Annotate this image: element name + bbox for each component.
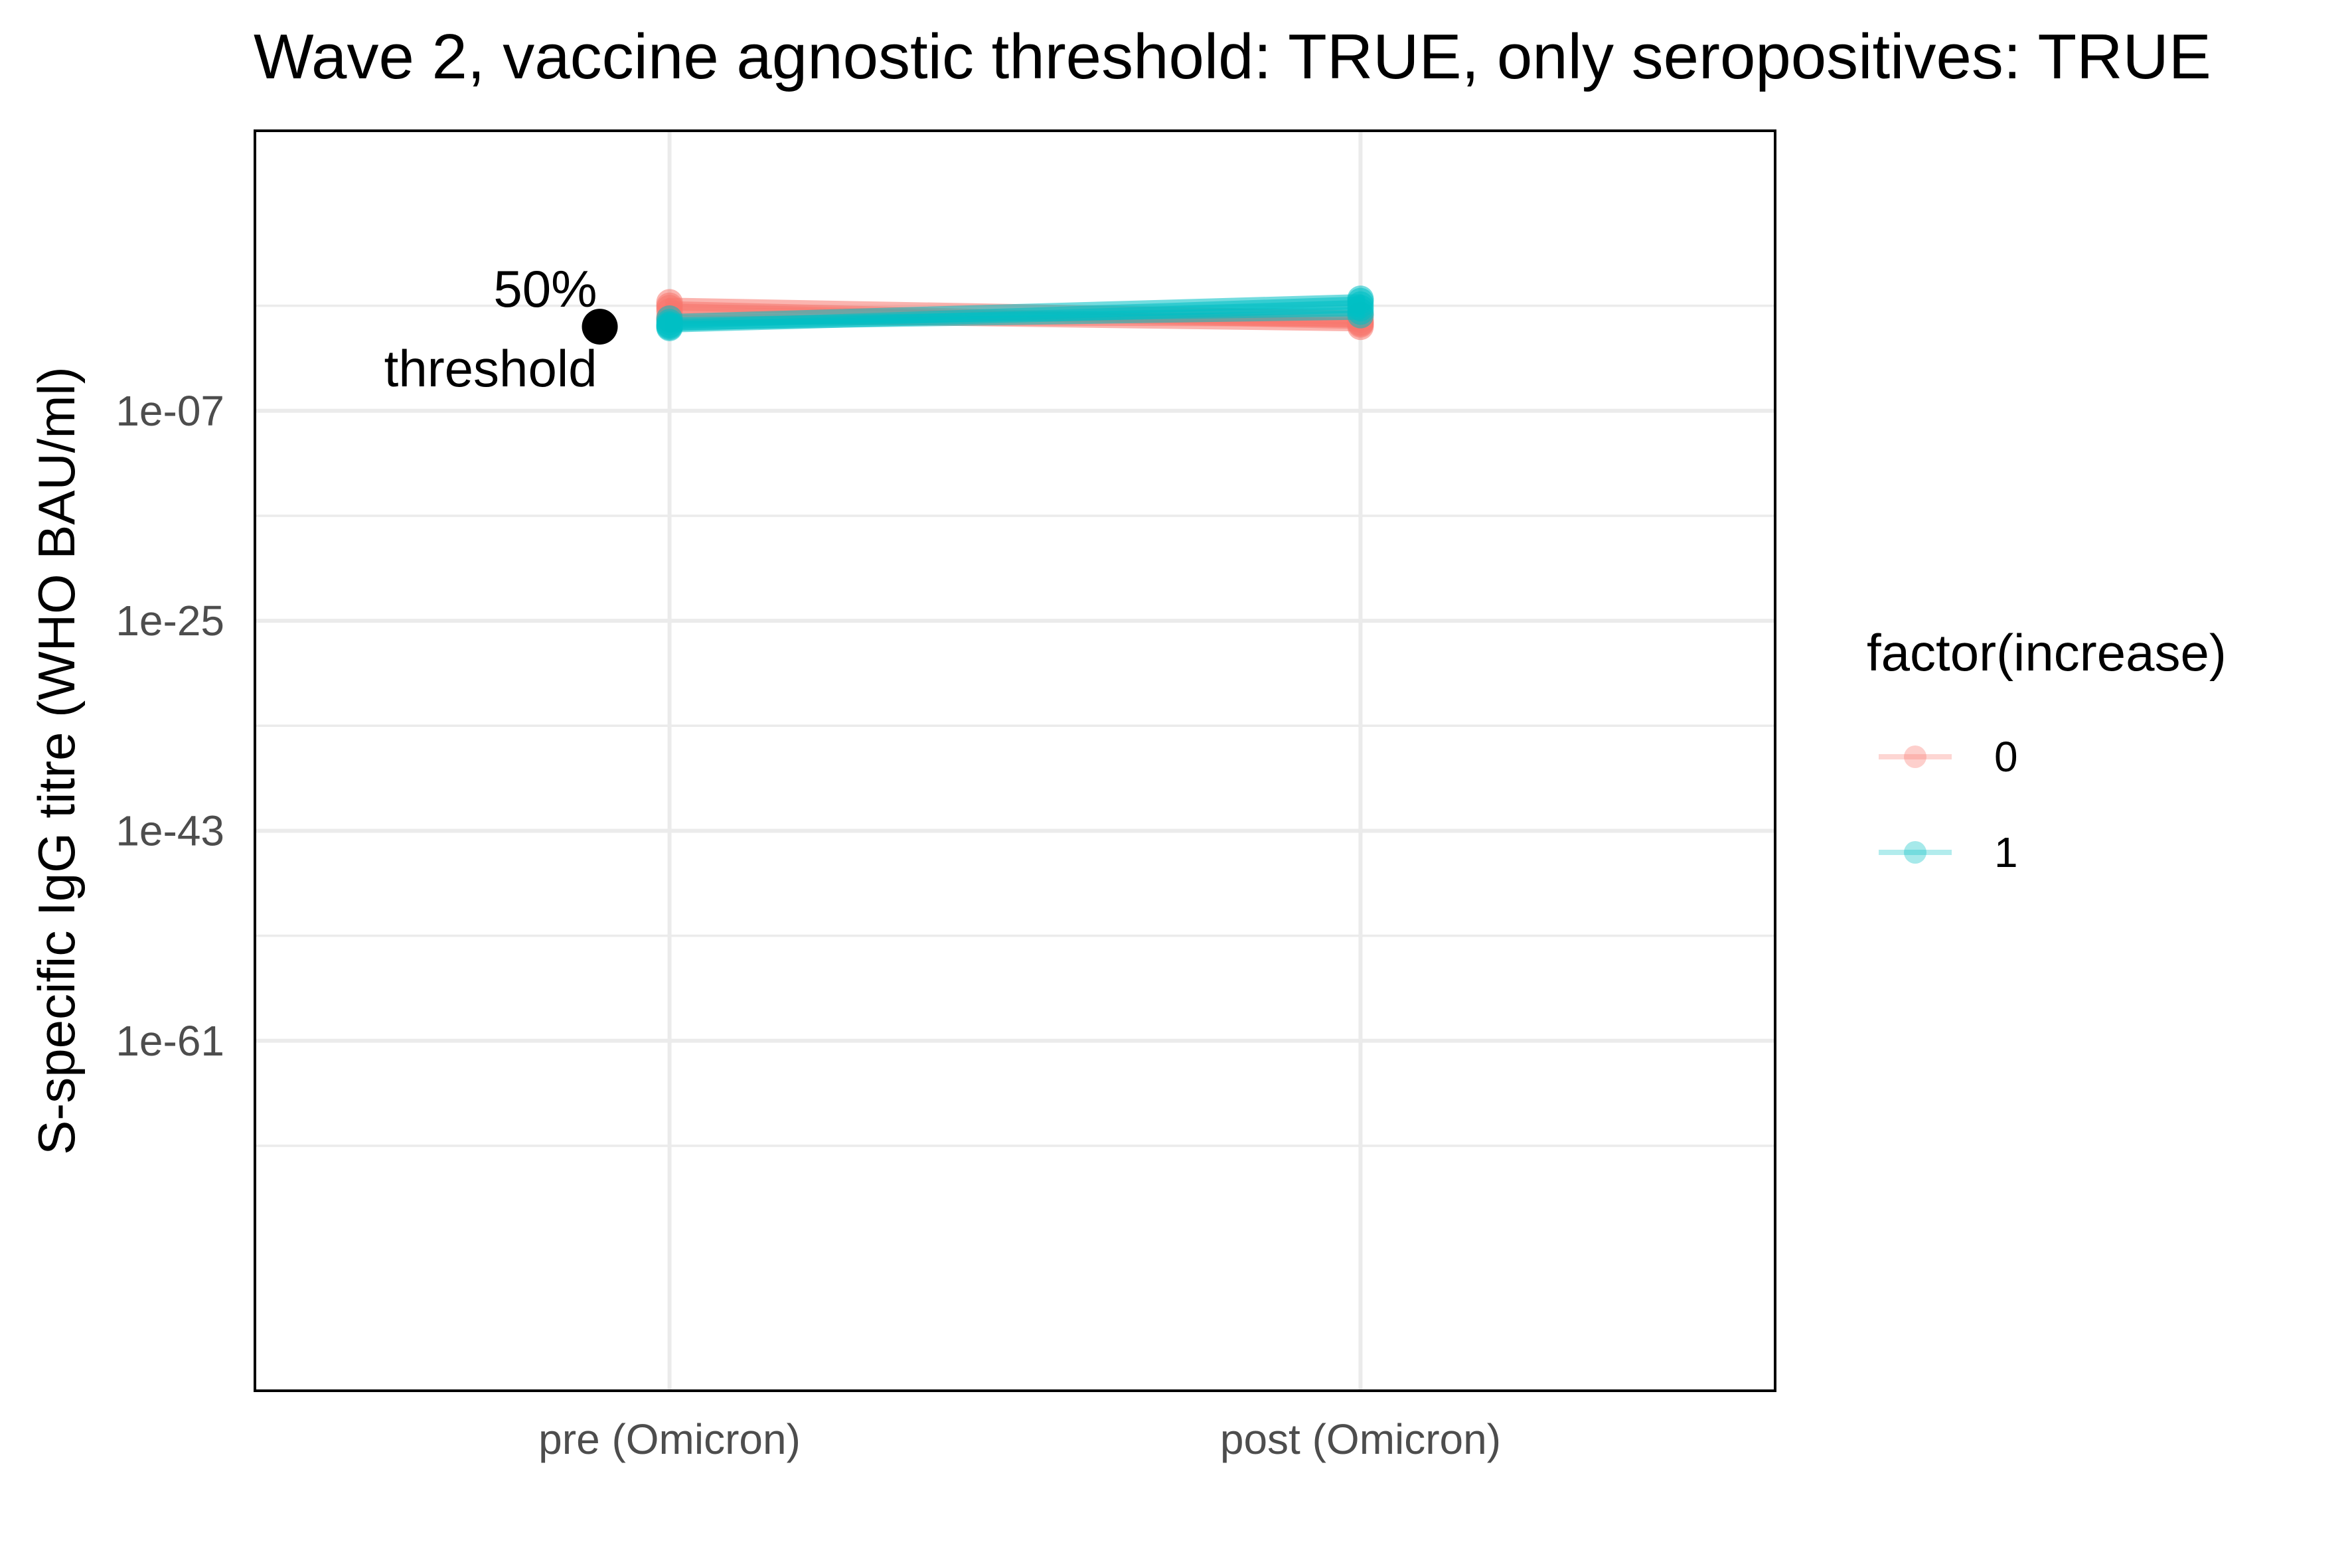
legend-key-point [1904, 745, 1926, 768]
legend: factor(increase) 01 [1867, 623, 2227, 876]
plot-border [254, 129, 1776, 1392]
threshold-label-line2: threshold [384, 339, 597, 398]
series-layer [656, 285, 1374, 342]
y-axis-title: S-specific IgG titre (WHO BAU/ml) [27, 366, 86, 1154]
y-tick-label: 1e-43 [116, 807, 224, 854]
y-tick-label: 1e-25 [116, 597, 224, 645]
plot-panel [255, 131, 1775, 1391]
series-line-1 [665, 294, 1366, 323]
legend-title: factor(increase) [1867, 623, 2227, 682]
threshold-point [582, 309, 618, 345]
y-tick-label: 1e-61 [116, 1017, 224, 1065]
y-tick-label: 1e-07 [116, 387, 224, 435]
chart-title: Wave 2, vaccine agnostic threshold: TRUE… [254, 21, 2211, 92]
grid [255, 131, 1775, 1391]
data-point-1 [656, 312, 683, 339]
y-axis-ticks: 1e-61 1e-43 1e-25 1e-07 [116, 387, 224, 1065]
x-tick-label: post (Omicron) [1220, 1415, 1501, 1463]
threshold-label-line1: 50% [493, 260, 597, 318]
x-tick-label: pre (Omicron) [538, 1415, 801, 1463]
legend-label: 0 [1994, 733, 2018, 781]
legend-label: 1 [1994, 828, 2018, 876]
series-line-1 [665, 310, 1366, 331]
threshold-annotation: 50% threshold [384, 260, 618, 398]
data-point-1 [1347, 301, 1374, 329]
x-axis-ticks: pre (Omicron) post (Omicron) [538, 1415, 1501, 1463]
legend-key-point [1904, 841, 1926, 864]
legend-keys: 01 [1879, 733, 2018, 876]
